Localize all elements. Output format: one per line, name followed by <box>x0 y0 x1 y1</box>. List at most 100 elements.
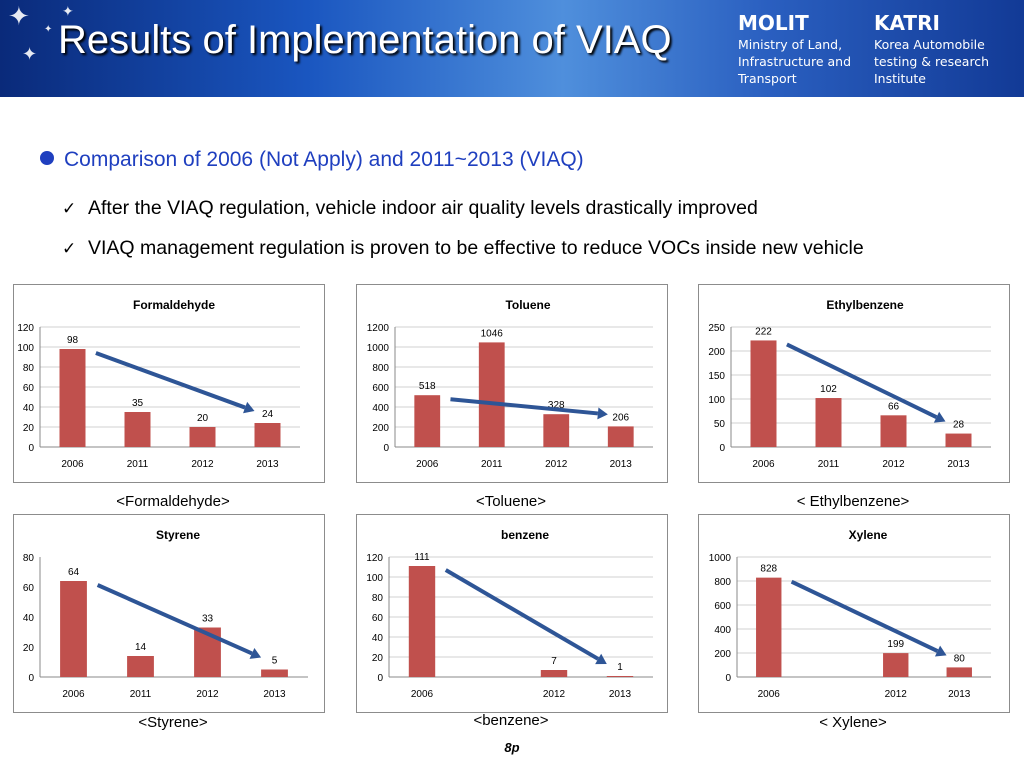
chart-caption: < Ethylbenzene> <box>796 493 910 510</box>
bar <box>127 656 154 677</box>
bar <box>540 670 568 677</box>
chart-caption: < Xylene> <box>819 714 887 731</box>
y-tick-label: 80 <box>23 553 35 564</box>
y-tick-label: 120 <box>366 553 383 564</box>
bar <box>60 581 87 677</box>
trend-arrow-head <box>595 653 607 665</box>
x-tick-label: 2012 <box>882 459 905 470</box>
bar <box>946 667 972 677</box>
x-tick-label: 2013 <box>947 459 970 470</box>
trend-arrow <box>786 342 938 419</box>
bullet-dot-icon <box>40 151 54 165</box>
y-tick-label: 0 <box>28 443 34 454</box>
chart-xylene: Xylene 0 200 400 600 800 1000 828 2006 199 2012 80 2… <box>698 514 1010 713</box>
star-icon: ✦ <box>62 4 74 20</box>
bar <box>261 669 288 677</box>
check-item: ✓ After the VIAQ regulation, vehicle indo… <box>62 197 758 220</box>
y-tick-label: 200 <box>708 347 725 358</box>
data-label: 14 <box>135 642 147 653</box>
y-tick-label: 600 <box>714 601 731 612</box>
data-label: 5 <box>272 656 278 667</box>
data-label: 20 <box>197 413 209 424</box>
y-tick-label: 20 <box>23 423 35 434</box>
y-tick-label: 1200 <box>367 323 390 334</box>
y-tick-label: 400 <box>714 625 731 636</box>
section-heading-text: Comparison of 2006 (Not Apply) and 2011~… <box>64 148 584 171</box>
y-tick-label: 60 <box>23 583 35 594</box>
y-tick-label: 40 <box>23 613 35 624</box>
chart-title: benzene <box>501 528 549 542</box>
data-label: 828 <box>760 564 777 575</box>
x-tick-label: 2012 <box>191 459 214 470</box>
x-tick-label: 2006 <box>411 689 434 700</box>
x-tick-label: 2013 <box>263 689 286 700</box>
page-title: Results of Implementation of VIAQ <box>58 18 672 62</box>
x-tick-label: 2006 <box>752 459 775 470</box>
header-banner: ✦ ✦ ✦ ✦ Results of Implementation of VIA… <box>0 0 1024 97</box>
chart-caption: <Toluene> <box>475 493 547 510</box>
y-tick-label: 100 <box>17 343 34 354</box>
chart-title: Xylene <box>849 528 888 542</box>
data-label: 1046 <box>481 328 504 339</box>
bar <box>124 412 151 447</box>
bar <box>606 676 634 677</box>
chart-styrene: Styrene 0 20 40 60 80 64 2006 14 2011 33 2012 5 2013 <box>13 514 325 713</box>
chart-caption: <Formaldehyde> <box>116 493 230 510</box>
y-tick-label: 1000 <box>367 343 390 354</box>
y-tick-label: 0 <box>719 443 725 454</box>
y-tick-label: 100 <box>366 573 383 584</box>
data-label: 7 <box>551 656 557 667</box>
data-label: 518 <box>419 381 436 392</box>
data-label: 66 <box>888 401 900 412</box>
y-tick-label: 600 <box>372 383 389 394</box>
data-label: 28 <box>953 420 965 431</box>
data-label: 222 <box>755 326 772 337</box>
x-tick-label: 2012 <box>545 459 568 470</box>
data-label: 64 <box>68 567 80 578</box>
y-tick-label: 100 <box>708 395 725 406</box>
chart-title: Styrene <box>156 528 200 542</box>
y-tick-label: 80 <box>372 593 384 604</box>
org-molit: MOLIT Ministry of Land, Infrastructure a… <box>738 10 868 87</box>
x-tick-label: 2006 <box>61 459 84 470</box>
x-tick-label: 2011 <box>481 459 503 470</box>
y-tick-label: 200 <box>372 423 389 434</box>
y-tick-label: 40 <box>23 403 35 414</box>
x-tick-label: 2012 <box>543 689 566 700</box>
org-katri: KATRI Korea Automobile testing & researc… <box>874 10 1014 87</box>
org-molit-desc: Ministry of Land, Infrastructure and Tra… <box>738 37 852 86</box>
trend-arrow <box>450 397 599 416</box>
x-tick-label: 2012 <box>885 689 908 700</box>
y-tick-label: 50 <box>714 419 726 430</box>
x-tick-label: 2013 <box>610 459 633 470</box>
org-katri-desc: Korea Automobile testing & research Inst… <box>874 37 990 86</box>
data-label: 80 <box>954 653 966 664</box>
bar <box>189 427 216 447</box>
chart-toluene: Toluene 0 200 400 600 800 1000 1200 518 2006 1046 2… <box>356 284 668 483</box>
data-label: 102 <box>820 384 837 395</box>
y-tick-label: 250 <box>708 323 725 334</box>
bar <box>59 349 86 447</box>
data-label: 33 <box>202 614 214 625</box>
y-tick-label: 1000 <box>709 553 732 564</box>
trend-arrow-head <box>249 647 262 659</box>
x-tick-label: 2006 <box>62 689 85 700</box>
check-item-text: VIAQ management regulation is proven to … <box>88 237 864 259</box>
y-tick-label: 800 <box>714 577 731 588</box>
bar <box>750 340 777 447</box>
bar <box>408 566 436 677</box>
star-icon: ✦ <box>44 24 53 35</box>
x-tick-label: 2013 <box>609 689 632 700</box>
y-tick-label: 60 <box>23 383 35 394</box>
y-tick-label: 0 <box>725 673 731 684</box>
bar <box>756 577 782 677</box>
checkmark-icon: ✓ <box>62 199 77 219</box>
chart-formaldehyde: Formaldehyde 0 20 40 60 80 100 120 98 2006 35 2011 2… <box>13 284 325 483</box>
x-tick-label: 2006 <box>758 689 781 700</box>
chart-caption: <benzene> <box>473 712 549 729</box>
y-tick-label: 20 <box>23 643 35 654</box>
y-tick-label: 800 <box>372 363 389 374</box>
y-tick-label: 120 <box>17 323 34 334</box>
trend-arrow-head <box>933 411 946 423</box>
trend-arrow-head <box>597 407 608 420</box>
